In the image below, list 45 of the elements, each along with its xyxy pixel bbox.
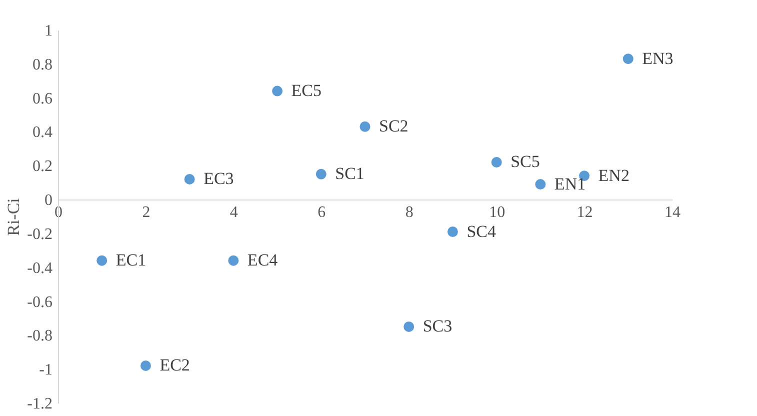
- annotation: EC5: [291, 81, 322, 100]
- y-tick-label: 0: [44, 192, 52, 210]
- annotation: EN3: [642, 48, 674, 68]
- annotation: EC4: [247, 250, 278, 270]
- annotation: SC1: [335, 164, 364, 184]
- point: [535, 179, 546, 190]
- x-tick-label: 12: [576, 204, 593, 222]
- x-tick-label: 10: [489, 204, 506, 222]
- y-tick-label: -0.8: [27, 328, 52, 345]
- y-axis-title: Ri-Ci: [4, 198, 24, 236]
- point: [316, 168, 326, 180]
- y-tick-label: -0.2: [27, 226, 52, 243]
- x-tick-label: 6: [318, 204, 326, 222]
- point: [228, 255, 239, 266]
- point: [96, 255, 108, 266]
- annotation: SC4: [466, 222, 497, 241]
- annotation: EN2: [598, 166, 630, 185]
- y-tick-label: -0.6: [27, 294, 52, 311]
- x-tick-label: 8: [405, 204, 414, 222]
- x-tick-label: 2: [142, 204, 150, 222]
- y-tick-label: -1.2: [27, 396, 52, 412]
- y-tick-label: 1: [44, 22, 52, 40]
- point: [622, 54, 634, 64]
- annotation: EN1: [554, 174, 586, 194]
- y-tick-label: 0.8: [32, 56, 52, 74]
- annotation: SC5: [510, 152, 540, 172]
- annotation: EC3: [204, 169, 234, 188]
- annotation: EC2: [160, 356, 190, 375]
- y-tick-label: 0.2: [32, 158, 52, 176]
- point: [491, 157, 502, 168]
- y-tick-label: -0.4: [27, 260, 52, 277]
- y-tick-label: -1: [39, 362, 52, 379]
- point: [404, 321, 414, 332]
- annotation: EC1: [116, 250, 146, 270]
- point: [184, 174, 195, 184]
- annotation: SC3: [422, 316, 452, 336]
- point: [140, 360, 151, 371]
- x-tick-label: 14: [664, 204, 680, 222]
- point: [272, 86, 283, 96]
- y-tick-label: 0.6: [32, 90, 52, 108]
- point: [360, 121, 370, 132]
- y-tick-label: 0.4: [32, 124, 52, 142]
- point: [447, 226, 458, 237]
- x-tick-label: 4: [230, 204, 238, 222]
- annotation: SC2: [379, 116, 408, 136]
